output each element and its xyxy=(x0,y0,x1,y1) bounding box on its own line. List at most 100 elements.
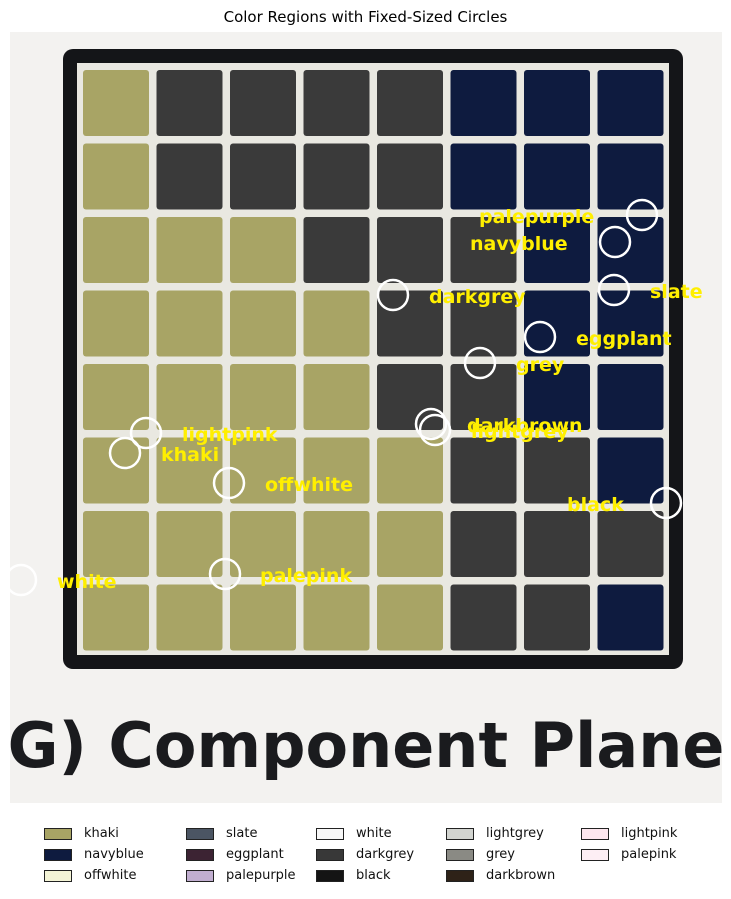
legend-swatch xyxy=(581,827,609,840)
grid-cell-darkgrey xyxy=(377,290,443,357)
grid-cell-navyblue xyxy=(597,290,664,357)
grid-cell-khaki xyxy=(377,437,443,504)
grid-cell-darkgrey xyxy=(450,584,517,651)
region-label-lightgrey: lightgrey xyxy=(471,421,569,443)
legend-swatch xyxy=(44,869,72,882)
grid-cell-darkgrey xyxy=(450,511,517,577)
grid-cell-darkgrey xyxy=(450,290,517,357)
legend-label: darkgrey xyxy=(356,847,415,862)
grid-cell-darkgrey xyxy=(450,364,517,430)
component-plane-image: palepurple navyblue slate darkgrey eggplant g… xyxy=(4,32,724,803)
grid-cell-khaki xyxy=(83,290,149,357)
region-label-darkgrey: darkgrey xyxy=(429,286,526,308)
legend-swatch xyxy=(581,848,609,861)
legend-item-navyblue: navyblue xyxy=(44,847,144,862)
grid-cell-khaki xyxy=(156,511,223,577)
legend-label: lightpink xyxy=(621,826,678,841)
grid-cell-khaki xyxy=(83,217,149,283)
legend-label: slate xyxy=(226,826,258,841)
grid-cell-navyblue xyxy=(597,70,664,136)
legend-label: white xyxy=(356,826,392,841)
grid-cell-khaki xyxy=(230,437,296,504)
circle-marker-darkgrey xyxy=(376,278,410,312)
grid-cell-khaki xyxy=(377,584,443,651)
grid-cell-darkgrey xyxy=(377,217,443,283)
legend-item-eggplant: eggplant xyxy=(186,847,284,862)
grid-cell-khaki xyxy=(83,70,149,136)
grid-cell-navyblue xyxy=(524,70,590,136)
annotation-circles xyxy=(4,198,683,597)
grid-cell-darkgrey xyxy=(450,437,517,504)
grid-cell-darkgrey xyxy=(377,364,443,430)
circle-marker-lightgrey xyxy=(418,413,452,447)
legend-label: offwhite xyxy=(84,868,137,883)
grid-cell-navyblue xyxy=(597,217,664,283)
region-label-khaki: khaki xyxy=(161,444,219,466)
legend-label: palepurple xyxy=(226,868,296,883)
grid-cell-khaki xyxy=(230,290,296,357)
legend-swatch xyxy=(44,848,72,861)
grid-cell-khaki xyxy=(230,511,296,577)
legend-item-palepurple: palepurple xyxy=(186,868,296,883)
grid-cell-navyblue xyxy=(524,290,590,357)
grid-cell-navyblue xyxy=(524,217,590,283)
region-label-slate: slate xyxy=(650,281,703,303)
image-panel: palepurple navyblue slate darkgrey eggplant g… xyxy=(4,32,724,803)
grid-cell-khaki xyxy=(156,437,223,504)
legend-swatch xyxy=(316,848,344,861)
region-label-grey: grey xyxy=(516,354,565,376)
legend-item-palepink: palepink xyxy=(581,847,676,862)
region-label-navyblue: navyblue xyxy=(470,233,568,255)
circle-marker-palepurple xyxy=(625,198,659,232)
circle-marker-lightpink xyxy=(129,416,163,450)
grid-cell-darkgrey xyxy=(524,511,590,577)
circle-marker-slate xyxy=(597,273,631,307)
grid-cell-navyblue xyxy=(597,364,664,430)
grid-cells xyxy=(83,70,664,651)
legend-label: black xyxy=(356,868,391,883)
grid-cell-navyblue xyxy=(450,143,517,210)
grid-cell-darkgrey xyxy=(303,143,370,210)
grid-cell-navyblue xyxy=(450,70,517,136)
grid-cell-darkgrey xyxy=(156,143,223,210)
region-label-offwhite: offwhite xyxy=(265,474,353,496)
grid-cell-khaki xyxy=(303,511,370,577)
circle-marker-eggplant xyxy=(523,320,557,354)
circle-marker-black xyxy=(649,486,683,520)
circle-marker-navyblue xyxy=(598,225,632,259)
grid-cell-navyblue xyxy=(597,437,664,504)
legend-label: grey xyxy=(486,847,516,862)
grid-cell-darkgrey xyxy=(377,70,443,136)
legend-label: palepink xyxy=(621,847,677,862)
legend-item-khaki: khaki xyxy=(44,826,119,841)
grid-cell-khaki xyxy=(230,364,296,430)
circle-marker-darkbrown xyxy=(414,407,448,441)
grid-cell-navyblue xyxy=(524,143,590,210)
grid-cell-khaki xyxy=(303,584,370,651)
grid-cell-darkgrey xyxy=(303,70,370,136)
region-label-darkbrown: darkbrown xyxy=(467,415,583,437)
grid-cell-khaki xyxy=(303,364,370,430)
grid-cell-khaki xyxy=(83,437,149,504)
grid-cell-khaki xyxy=(156,217,223,283)
grid-cell-khaki xyxy=(156,290,223,357)
region-label-eggplant: eggplant xyxy=(576,328,672,350)
grid-cell-khaki xyxy=(230,217,296,283)
grid-cell-darkgrey xyxy=(230,143,296,210)
legend-swatch xyxy=(316,827,344,840)
legend-label: lightgrey xyxy=(486,826,544,841)
grid-cell-darkgrey xyxy=(450,217,517,283)
legend-label: eggplant xyxy=(226,847,284,862)
circle-marker-khaki xyxy=(108,436,142,470)
figure-title: Color Regions with Fixed-Sized Circles xyxy=(223,8,508,26)
legend-label: navyblue xyxy=(84,847,144,862)
circle-marker-offwhite xyxy=(212,466,246,500)
legend-swatch xyxy=(446,848,474,861)
grid-cell-khaki xyxy=(156,364,223,430)
panel-caption: G) Component Plane xyxy=(10,709,722,782)
grid-cell-darkgrey xyxy=(597,511,664,577)
legend-swatch xyxy=(186,827,214,840)
legend-label: darkbrown xyxy=(486,868,556,883)
grid-cell-navyblue xyxy=(597,143,664,210)
legend-item-slate: slate xyxy=(186,826,257,841)
